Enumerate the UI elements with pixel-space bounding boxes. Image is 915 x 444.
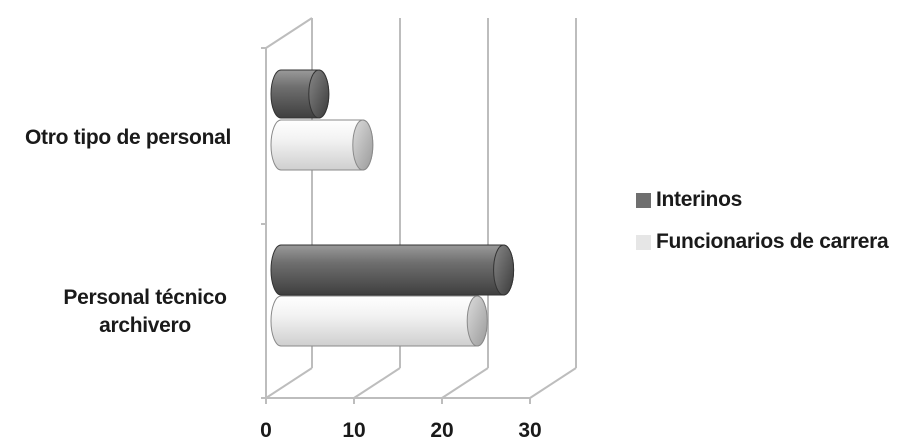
legend-item-interinos: Interinos	[636, 186, 888, 214]
floor-gridline	[353, 367, 401, 399]
bars	[270, 69, 515, 347]
legend: Interinos Funcionarios de carrera	[636, 186, 889, 270]
bar-end-funcionarios-1	[352, 119, 374, 171]
legend-swatch-interinos	[636, 192, 651, 208]
bar-interinos-0	[270, 244, 515, 296]
legend-swatch-funcionarios	[636, 234, 651, 250]
x-tick-label: 10	[342, 419, 365, 442]
x-tick-label: 0	[260, 419, 272, 442]
legend-label-interinos: Interinos	[656, 188, 742, 211]
plot-frame	[261, 17, 577, 404]
bar-end-funcionarios-0	[466, 295, 488, 347]
category-label: Personal técnico archivero	[40, 284, 250, 340]
category-label-line: archivero	[99, 314, 191, 337]
floor-gridline	[441, 367, 489, 399]
x-tick-labels: 0 10 20 30	[260, 419, 542, 442]
floor-left-edge	[265, 367, 313, 399]
category-label-line: Personal técnico	[63, 286, 227, 309]
bar-end-interinos-0	[493, 244, 515, 296]
category-label-line: Otro tipo de personal	[24, 126, 232, 149]
category-label: Otro tipo de personal	[0, 124, 256, 152]
bar-funcionarios-0	[270, 295, 488, 347]
floor-gridline	[529, 367, 577, 399]
bar-end-interinos-1	[308, 69, 330, 119]
left-wall-top-edge	[265, 17, 313, 49]
legend-label-funcionarios: Funcionarios de carrera	[656, 230, 889, 253]
x-tick-label: 20	[430, 419, 453, 442]
x-tick-label: 30	[518, 419, 541, 442]
legend-item-funcionarios: Funcionarios de carrera	[636, 228, 889, 256]
